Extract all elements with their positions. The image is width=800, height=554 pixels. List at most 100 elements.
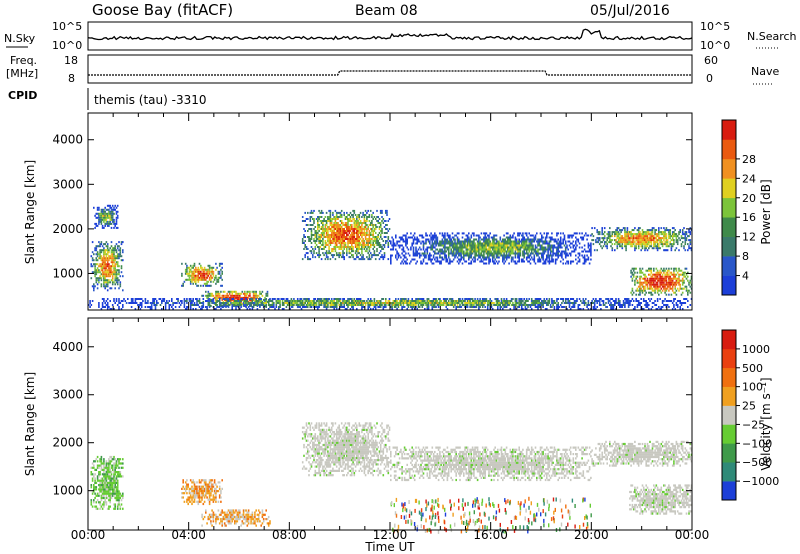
scatter-cell [225, 296, 227, 299]
scatter-cell [441, 242, 444, 245]
scatter-cell [300, 308, 303, 310]
scatter-cell [679, 285, 681, 288]
scatter-cell [274, 308, 276, 310]
scatter-cell [329, 228, 332, 230]
scatter-cell [94, 269, 96, 272]
scatter-cell [230, 290, 232, 293]
scatter-cell [266, 292, 269, 295]
scatter-cell [100, 267, 103, 270]
scatter-cell [454, 242, 456, 245]
scatter-cell [632, 237, 635, 240]
scatter-cell [654, 291, 656, 294]
scatter-cell [150, 306, 153, 308]
scatter-cell [363, 214, 366, 216]
scatter-cell [502, 256, 504, 259]
scatter-cell [327, 300, 329, 302]
scatter-cell [309, 216, 312, 218]
scatter-cell [111, 275, 114, 278]
scatter-cell [468, 252, 470, 255]
scatter-cell [306, 300, 309, 302]
scatter-cell [359, 232, 362, 234]
scatter-cell [500, 242, 503, 245]
scatter-cell [639, 291, 641, 294]
scatter-cell [642, 285, 645, 288]
scatter-cell [372, 240, 374, 242]
scatter-cell [663, 279, 665, 282]
scatter-cell [324, 226, 327, 228]
scatter-cell [489, 248, 491, 251]
scatter-cell [104, 273, 106, 276]
scatter-cell [567, 236, 569, 239]
scatter-cell [108, 271, 110, 274]
scatter-cell [400, 236, 402, 239]
scatter-cell [431, 300, 434, 302]
scatter-cell [507, 248, 509, 251]
scatter-cell [653, 267, 655, 270]
scatter-cell [504, 254, 507, 257]
scatter-cell [216, 304, 218, 306]
scatter-cell [363, 220, 366, 222]
scatter-cell [634, 245, 636, 248]
scatter-cell [533, 250, 536, 253]
scatter-cell [333, 236, 335, 238]
scatter-cell [636, 271, 639, 274]
scatter-cell [529, 244, 532, 247]
scatter-cell [357, 248, 359, 250]
scatter-cell [538, 248, 541, 251]
scatter-cell [372, 248, 374, 250]
scatter-cell [334, 232, 337, 234]
scatter-cell [369, 209, 372, 212]
scatter-cell [103, 218, 105, 221]
scatter-cell [444, 238, 446, 241]
scatter-cell [627, 235, 630, 238]
scatter-cell [564, 246, 567, 249]
scatter-cell [670, 287, 673, 290]
scatter-cell [227, 302, 230, 304]
scatter-cell [106, 216, 109, 219]
scatter-cell [577, 240, 580, 243]
scatter-cell [334, 238, 337, 240]
scatter-cell [91, 241, 94, 244]
scatter-cell [395, 244, 397, 247]
scatter-cell [376, 302, 378, 304]
scatter-cell [138, 306, 140, 308]
scatter-cell [379, 246, 382, 248]
scatter-cell [208, 284, 211, 287]
scatter-cell [352, 214, 354, 216]
scatter-cell [377, 302, 379, 304]
scatter-cell [644, 293, 646, 296]
scatter-cell [675, 233, 678, 236]
scatter-cell [378, 304, 381, 306]
scatter-cell [637, 245, 640, 248]
scatter-cell [340, 246, 343, 248]
scatter-cell [181, 262, 183, 265]
scatter-cell [434, 306, 436, 308]
scatter-cell [193, 270, 196, 273]
scatter-cell [507, 232, 509, 235]
scatter-cell [674, 277, 676, 280]
scatter-cell [637, 285, 640, 288]
nsky-panel [87, 21, 693, 51]
scatter-cell [237, 304, 240, 306]
nsky-tick-top: 10^5 [52, 20, 82, 33]
scatter-cell [466, 240, 469, 243]
scatter-cell [191, 270, 193, 273]
scatter-cell [426, 252, 429, 255]
scatter-cell [480, 244, 483, 247]
scatter-cell [569, 242, 572, 245]
scatter-cell [655, 233, 658, 236]
scatter-cell [96, 208, 99, 211]
scatter-cell [655, 277, 658, 280]
scatter-cell [385, 224, 387, 226]
scatter-cell [329, 224, 332, 226]
scatter-cell [439, 250, 441, 253]
scatter-cell [454, 248, 456, 251]
scatter-cell [319, 236, 322, 238]
scatter-cell [569, 234, 572, 237]
scatter-cell [403, 260, 406, 263]
scatter-cell [368, 216, 371, 218]
scatter-cell [325, 306, 328, 308]
scatter-cell [525, 234, 528, 237]
scatter-cell [621, 247, 624, 250]
scatter-cell [523, 248, 525, 251]
